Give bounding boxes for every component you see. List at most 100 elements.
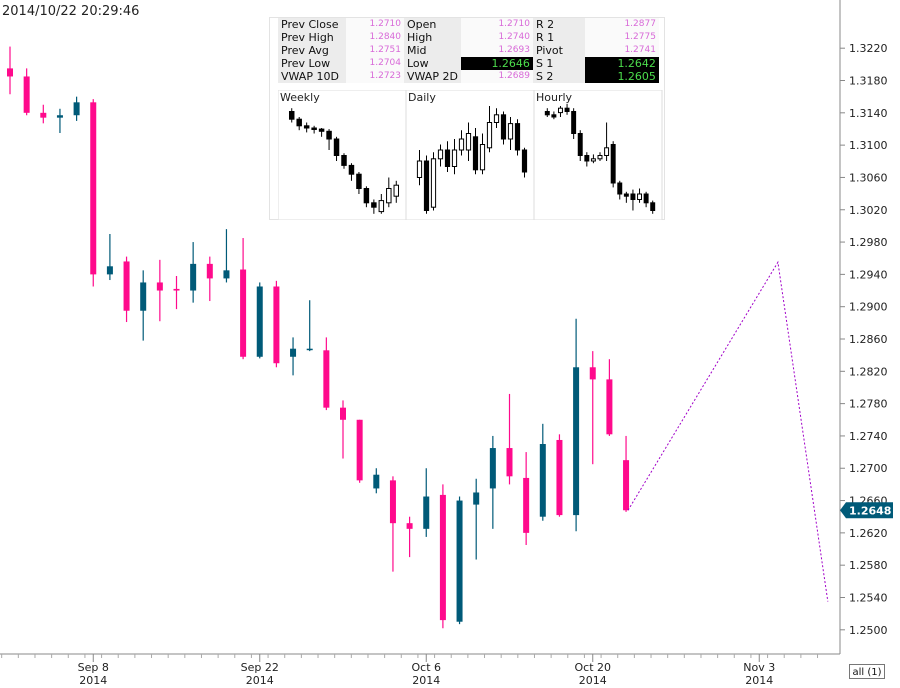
mini-candle (458, 130, 465, 156)
stats-label: Prev Low (278, 57, 346, 70)
candle-body (623, 460, 630, 511)
candle (573, 318, 580, 532)
mini-candle-body (590, 158, 596, 162)
candle (190, 242, 197, 303)
timestamp-label: 2014/10/22 20:29:46 (2, 4, 139, 19)
candle (439, 484, 446, 629)
mini-candle-body (500, 114, 507, 140)
mini-candle-body (303, 125, 310, 129)
mini-candle (371, 199, 377, 214)
mini-candle (472, 128, 479, 175)
candle-body (506, 448, 513, 477)
mini-candle (430, 152, 437, 211)
projection-layer (627, 260, 829, 602)
candle-body (573, 367, 580, 516)
mini-candle (643, 191, 649, 208)
stats-value: 1.2689 (460, 70, 533, 83)
candle (56, 108, 63, 134)
mini-candle (465, 122, 472, 161)
x-tick-year: 2014 (579, 674, 607, 687)
candle-body (156, 282, 163, 291)
mini-candle-body (363, 188, 370, 204)
stats-label: R 1 (532, 31, 585, 44)
candle (206, 256, 213, 302)
candle (173, 275, 180, 310)
candle (140, 270, 147, 341)
stats-label: Prev Avg (278, 44, 346, 57)
y-tick-label: 1.2980 (849, 236, 888, 249)
stats-row: Prev Close 1.2710 Open 1.2710 R 2 1.2877 (278, 18, 659, 31)
candle-body (40, 112, 47, 118)
candle (556, 434, 563, 517)
mini-candle-body (288, 111, 295, 120)
mini-candle (486, 106, 493, 153)
mini-candle-body (318, 128, 325, 132)
candle-body (223, 270, 230, 279)
candle-body (523, 477, 530, 533)
mini-candle-body (604, 147, 610, 156)
y-tick-label: 1.3140 (849, 107, 888, 120)
mini-candle-body (386, 188, 392, 204)
mini-candle (393, 180, 400, 203)
mini-candle (617, 180, 623, 200)
mini-chart-title: Daily (408, 91, 436, 104)
stats-value: 1.2751 (346, 44, 404, 57)
stats-label: Low (404, 57, 461, 70)
y-tick-label: 1.2540 (849, 591, 888, 604)
stats-panel: Prev Close 1.2710 Open 1.2710 R 2 1.2877 Prev … (269, 17, 665, 220)
mini-candle-body (333, 138, 340, 156)
candle-body (406, 523, 413, 529)
stats-value: 1.2723 (346, 70, 404, 83)
candle-body (123, 261, 130, 311)
stats-row: Prev High 1.2840 High 1.2740 R 1 1.2775 (278, 31, 659, 44)
x-tick-year: 2014 (79, 674, 107, 687)
y-tick-label: 1.3100 (849, 139, 888, 152)
candle (406, 516, 413, 558)
mini-candle-body (637, 193, 643, 200)
mini-candle (577, 130, 583, 161)
candle-body (173, 288, 180, 291)
candle-body (273, 286, 280, 364)
mini-candle (544, 108, 550, 117)
mini-candle (571, 108, 577, 139)
y-tick-label: 1.3060 (849, 171, 888, 184)
candle-body (473, 492, 480, 505)
y-tick-label: 1.2700 (849, 462, 888, 475)
mini-candle (333, 136, 340, 161)
y-tick-label: 1.2740 (849, 430, 888, 443)
candle-body (56, 115, 63, 118)
candle (7, 46, 13, 95)
stats-label: VWAP 10D (278, 70, 346, 83)
mini-candle-body (623, 193, 629, 197)
x-tick-label: Oct 20 (574, 661, 611, 674)
mini-candle-body (521, 149, 528, 173)
candle-body (306, 348, 313, 351)
mini-candle (341, 153, 347, 169)
mini-candle (378, 194, 385, 214)
mini-chart: Hourly (533, 90, 663, 220)
candle-body (340, 407, 346, 420)
mini-candle-body (393, 184, 400, 197)
mini-candle (493, 108, 500, 128)
candle (73, 96, 80, 121)
mini-candle (597, 152, 603, 161)
candle (23, 68, 30, 116)
range-button[interactable]: all (1) (849, 664, 885, 679)
mini-candle (650, 200, 656, 214)
candle (539, 423, 546, 521)
mini-candle-body (643, 193, 649, 204)
mini-candle (584, 152, 590, 167)
mini-candle-body (610, 144, 616, 184)
mini-candle (564, 103, 570, 115)
last-price-tag: 1.2648 (840, 502, 893, 519)
candle (489, 435, 496, 529)
mini-candle-body (326, 130, 332, 140)
candle-body (7, 68, 13, 77)
stats-label: VWAP 2D (404, 70, 461, 83)
candle (506, 393, 513, 485)
stats-value: 1.2741 (584, 44, 659, 57)
stats-label: Prev Close (278, 18, 346, 31)
candle-body (106, 266, 113, 275)
